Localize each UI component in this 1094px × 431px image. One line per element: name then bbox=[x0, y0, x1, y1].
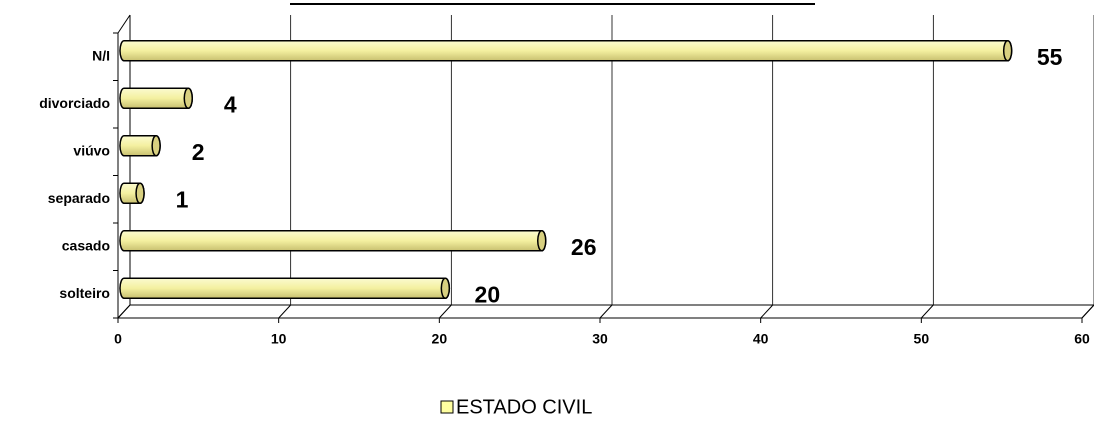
bar-cap bbox=[183, 87, 194, 109]
bar bbox=[119, 87, 194, 109]
legend-label: ESTADO CIVIL bbox=[456, 396, 592, 418]
tick-mark bbox=[920, 304, 934, 319]
bar bbox=[119, 277, 451, 299]
x-tick-label: 20 bbox=[432, 331, 448, 347]
bar-body bbox=[119, 230, 547, 252]
y-tick-label: solteiro bbox=[59, 285, 110, 301]
bar bbox=[119, 40, 1013, 62]
x-tick-label: 40 bbox=[753, 331, 769, 347]
bar-cap bbox=[1002, 40, 1013, 62]
value-label: 1 bbox=[176, 186, 189, 212]
x-tick-label: 30 bbox=[592, 331, 608, 347]
axis-line bbox=[117, 33, 1094, 319]
x-tick-label: 50 bbox=[914, 331, 930, 347]
x-tick-label: 0 bbox=[114, 331, 122, 347]
tick-mark bbox=[1081, 304, 1094, 319]
bar-body bbox=[119, 87, 194, 109]
tick-mark bbox=[278, 304, 292, 319]
value-label: 2 bbox=[192, 139, 205, 165]
tick-mark bbox=[438, 304, 452, 319]
value-label: 26 bbox=[571, 234, 597, 260]
value-label: 55 bbox=[1037, 44, 1063, 70]
bar-cap bbox=[440, 277, 451, 299]
bar bbox=[119, 135, 161, 157]
tick-mark bbox=[760, 304, 774, 319]
value-label: 20 bbox=[475, 281, 501, 307]
bar-cap bbox=[151, 135, 161, 157]
y-tick-label: casado bbox=[62, 237, 110, 253]
y-tick-label: divorciado bbox=[39, 95, 110, 111]
bar bbox=[119, 230, 547, 252]
x-tick-label: 60 bbox=[1074, 331, 1090, 347]
legend-swatch bbox=[440, 400, 454, 414]
y-tick-label: separado bbox=[48, 190, 110, 206]
value-label: 4 bbox=[224, 91, 237, 117]
tick-mark bbox=[117, 304, 131, 319]
bar-body bbox=[119, 277, 451, 299]
bar-cap bbox=[536, 230, 547, 252]
bar-body bbox=[119, 40, 1013, 62]
y-tick-label: N/I bbox=[92, 47, 110, 63]
x-tick-label: 10 bbox=[271, 331, 287, 347]
bar bbox=[119, 182, 145, 204]
y-tick-label: viúvo bbox=[73, 142, 110, 158]
axis-line bbox=[117, 14, 131, 34]
tick-mark bbox=[599, 304, 613, 319]
bar-cap bbox=[135, 182, 145, 204]
